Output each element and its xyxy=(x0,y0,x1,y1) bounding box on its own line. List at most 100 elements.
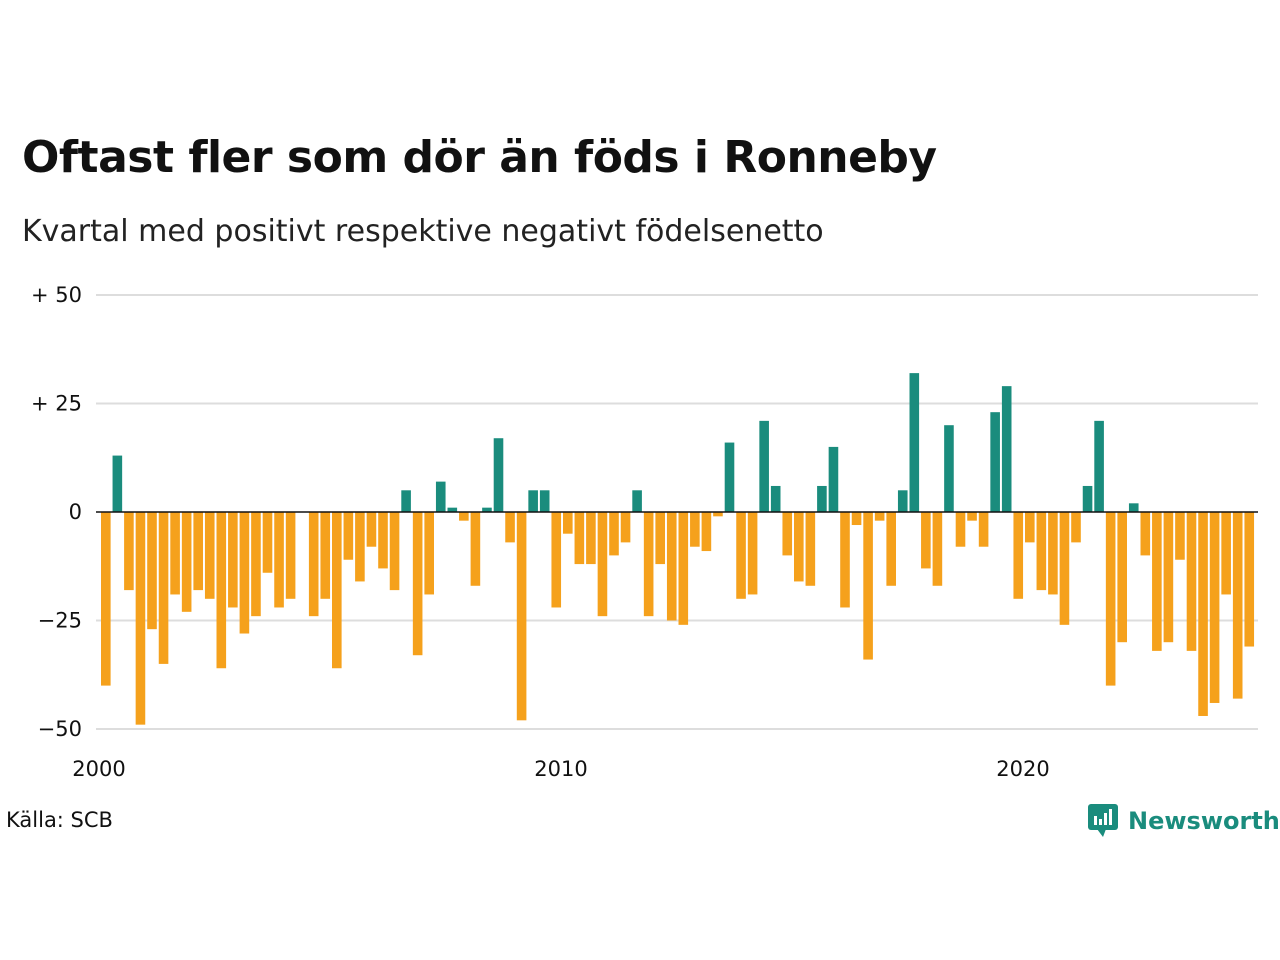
bar-negative xyxy=(620,512,631,543)
bar-positive xyxy=(817,485,827,512)
bar-negative xyxy=(239,512,250,634)
bar-positive xyxy=(897,490,908,512)
bar-negative xyxy=(378,512,388,569)
bar-negative xyxy=(308,512,319,617)
bar-negative xyxy=(1117,512,1127,643)
bar-negative xyxy=(609,512,619,556)
bar-negative xyxy=(204,512,215,599)
bar-positive xyxy=(435,481,446,512)
bar-positive xyxy=(909,373,920,512)
bar-negative xyxy=(1186,512,1197,651)
bar-negative xyxy=(505,512,515,543)
bar-positive xyxy=(447,507,458,512)
bar-negative xyxy=(135,512,146,725)
x-tick-label: 2020 xyxy=(996,757,1049,781)
chart-title: Oftast fler som dör än föds i Ronneby xyxy=(22,132,937,183)
bar-negative xyxy=(1013,512,1024,599)
bar-negative xyxy=(1221,512,1231,595)
bar-negative xyxy=(840,512,850,608)
bar-negative xyxy=(147,512,157,630)
bar-negative xyxy=(805,512,816,586)
bar-negative xyxy=(932,512,943,586)
bar-negative xyxy=(124,512,134,591)
bar-negative xyxy=(355,512,365,582)
bar-positive xyxy=(1001,386,1012,512)
bar-negative xyxy=(1232,512,1243,699)
bar-positive xyxy=(539,490,550,512)
grid-lines xyxy=(96,294,1258,730)
bar-negative xyxy=(1152,512,1162,651)
bar-positive xyxy=(401,490,411,512)
bar-negative xyxy=(643,512,654,617)
bar-positive xyxy=(990,412,1000,512)
bar-negative xyxy=(747,512,758,595)
bar-chart: + 50 + 25 0 −25 −50 2000 2010 2020 xyxy=(31,283,1258,781)
bar-negative xyxy=(1059,512,1070,625)
bar-negative xyxy=(262,512,273,573)
bar-negative xyxy=(1036,512,1047,591)
bar-negative xyxy=(597,512,608,617)
y-tick-label: + 50 xyxy=(31,283,82,307)
bar-negative xyxy=(389,512,400,591)
bar-positive xyxy=(770,485,781,512)
bar-negative xyxy=(1244,512,1255,647)
bar-negative xyxy=(332,512,342,669)
y-tick-label: 0 xyxy=(69,500,82,524)
bar-negative xyxy=(713,512,723,517)
bar-negative xyxy=(424,512,434,595)
bar-negative xyxy=(216,512,227,669)
bar-negative xyxy=(794,512,804,582)
bar-negative xyxy=(586,512,596,565)
bar-negative xyxy=(366,512,377,547)
bar-negative xyxy=(978,512,989,547)
bar-positive xyxy=(528,490,538,512)
bar-negative xyxy=(690,512,700,547)
bar-negative xyxy=(736,512,746,599)
bar-positive xyxy=(1082,485,1093,512)
bar-series xyxy=(101,373,1255,725)
bar-negative xyxy=(516,512,527,721)
bar-positive xyxy=(493,438,504,512)
newsworthy-logo: Newsworthy xyxy=(1088,804,1280,838)
bar-negative xyxy=(551,512,562,608)
bar-negative xyxy=(459,512,469,521)
bar-negative xyxy=(1209,512,1220,703)
bar-negative xyxy=(874,512,885,521)
bar-negative xyxy=(886,512,896,586)
bar-negative xyxy=(343,512,354,560)
y-axis-labels: + 50 + 25 0 −25 −50 xyxy=(31,283,82,741)
bar-positive xyxy=(1094,420,1104,512)
bar-negative xyxy=(851,512,862,526)
bar-negative xyxy=(158,512,169,664)
bar-negative xyxy=(285,512,296,599)
bar-negative xyxy=(863,512,873,660)
x-tick-label: 2010 xyxy=(534,757,587,781)
bar-positive xyxy=(828,446,839,512)
bar-positive xyxy=(632,490,642,512)
bar-negative xyxy=(1048,512,1058,595)
bar-negative xyxy=(655,512,665,565)
y-tick-label: −25 xyxy=(38,609,82,633)
bar-negative xyxy=(955,512,966,547)
bar-positive xyxy=(724,442,735,512)
bar-positive xyxy=(944,425,954,512)
bar-negative xyxy=(1198,512,1208,716)
bar-negative xyxy=(1105,512,1116,686)
bar-negative xyxy=(101,512,111,686)
bar-positive xyxy=(482,507,492,512)
bar-positive xyxy=(112,455,123,512)
bar-negative xyxy=(967,512,977,521)
bar-negative xyxy=(228,512,238,608)
y-tick-label: −50 xyxy=(38,717,82,741)
bar-negative xyxy=(921,512,931,569)
y-tick-label: + 25 xyxy=(31,392,82,416)
bar-negative xyxy=(678,512,689,625)
bar-negative xyxy=(1163,512,1174,643)
bar-positive xyxy=(1128,503,1139,512)
x-tick-label: 2000 xyxy=(72,757,125,781)
bar-negative xyxy=(470,512,481,586)
newsworthy-logo-text: Newsworthy xyxy=(1128,807,1280,835)
newsworthy-logo-icon xyxy=(1088,804,1118,837)
source-note: Källa: SCB xyxy=(6,808,113,832)
bar-negative xyxy=(1025,512,1035,543)
